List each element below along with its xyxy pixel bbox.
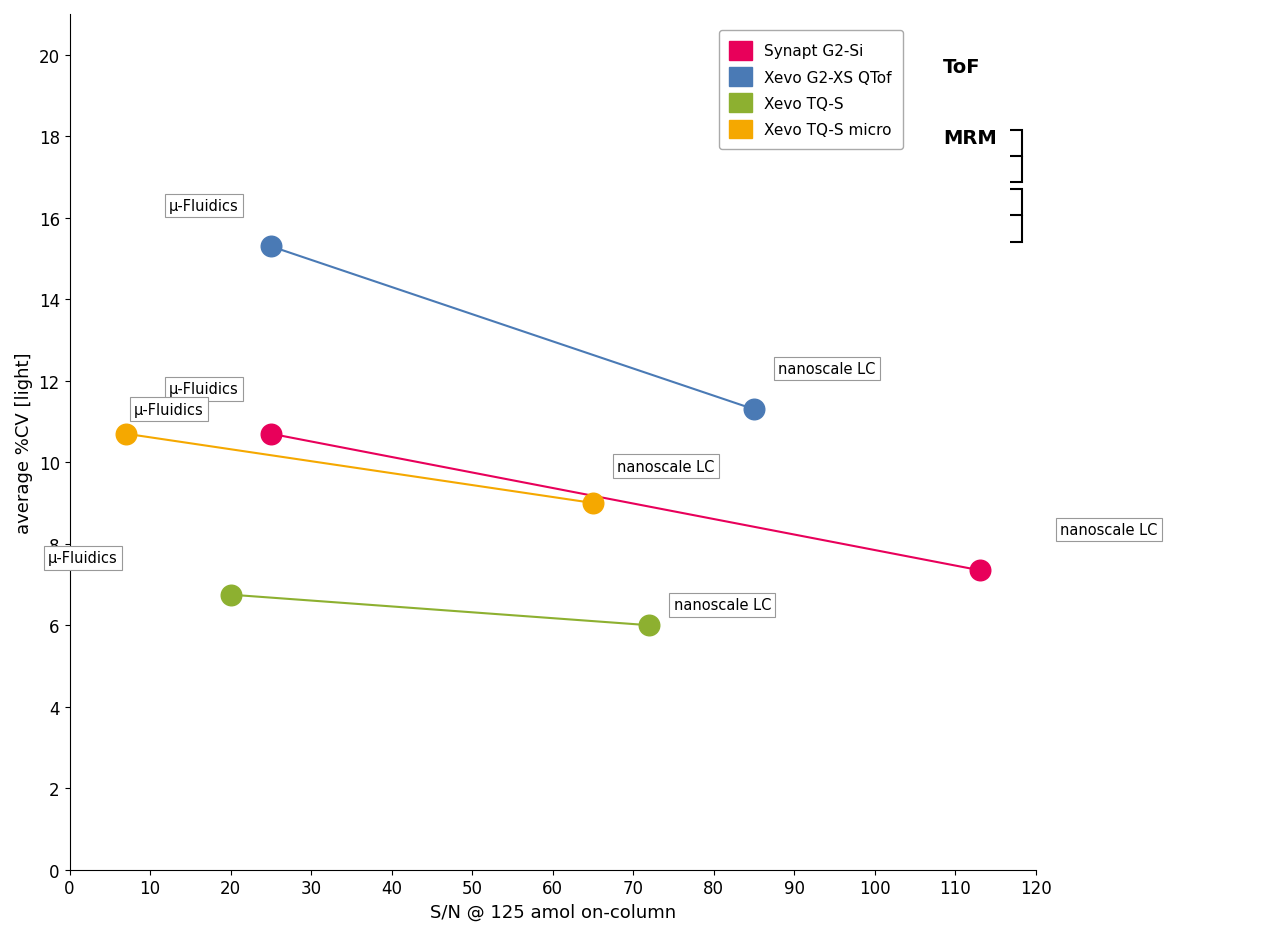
Text: MRM: MRM bbox=[943, 129, 997, 148]
Text: ToF: ToF bbox=[943, 58, 981, 78]
Point bbox=[970, 563, 990, 578]
Text: nanoscale LC: nanoscale LC bbox=[778, 361, 875, 376]
Text: μ-Fluidics: μ-Fluidics bbox=[48, 551, 117, 566]
Y-axis label: average %CV [light]: average %CV [light] bbox=[15, 352, 33, 533]
Point bbox=[744, 402, 764, 417]
Point bbox=[261, 240, 281, 255]
X-axis label: S/N @ 125 amol on-column: S/N @ 125 amol on-column bbox=[430, 903, 676, 921]
Legend: Synapt G2-Si, Xevo G2-XS QTof, Xevo TQ-S, Xevo TQ-S micro: Synapt G2-Si, Xevo G2-XS QTof, Xevo TQ-S… bbox=[719, 31, 903, 150]
Point bbox=[583, 496, 603, 511]
Point bbox=[261, 427, 281, 442]
Text: μ-Fluidics: μ-Fluidics bbox=[134, 402, 204, 417]
Text: nanoscale LC: nanoscale LC bbox=[673, 598, 770, 613]
Text: μ-Fluidics: μ-Fluidics bbox=[169, 198, 238, 213]
Text: nanoscale LC: nanoscale LC bbox=[1061, 522, 1158, 537]
Point bbox=[639, 618, 660, 633]
Text: nanoscale LC: nanoscale LC bbox=[617, 460, 715, 475]
Text: μ-Fluidics: μ-Fluidics bbox=[169, 382, 238, 397]
Point bbox=[221, 588, 241, 603]
Point bbox=[116, 427, 136, 442]
